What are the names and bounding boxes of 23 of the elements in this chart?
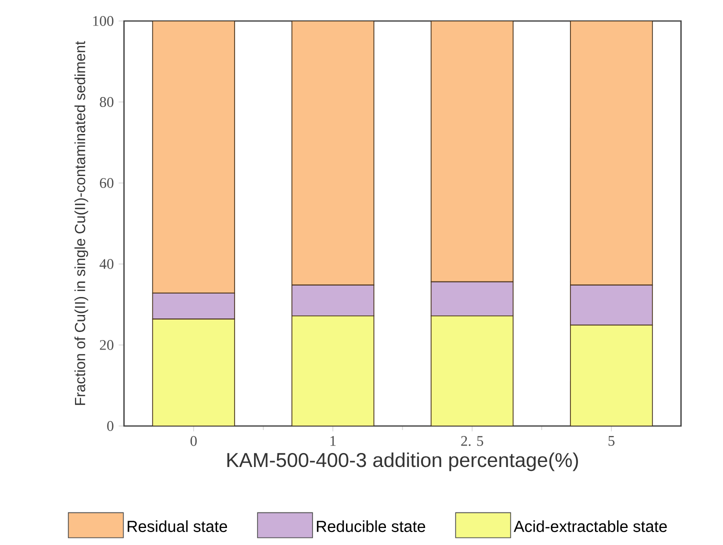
y-tick-label: 20 bbox=[100, 340, 114, 350]
bar bbox=[152, 318, 236, 426]
x-tick-label: 1 bbox=[330, 436, 336, 446]
y-axis-title: Fraction of Cu(II) in single Cu(II)-contaminated sediment bbox=[74, 41, 88, 405]
legend-label: Acid-extractable state bbox=[514, 520, 667, 532]
bar bbox=[570, 20, 653, 286]
legend-label: Reducible state bbox=[316, 520, 426, 532]
bar bbox=[291, 20, 374, 286]
bar bbox=[570, 324, 653, 426]
bar bbox=[430, 315, 514, 426]
bar bbox=[430, 20, 514, 282]
legend-label: Residual state bbox=[128, 520, 228, 532]
y-tick-label: 100 bbox=[93, 16, 114, 26]
x-axis-title: KAM-500-400-3 addition percentage(%) bbox=[227, 452, 578, 472]
y-tick-label: 0 bbox=[107, 421, 114, 431]
bar bbox=[291, 315, 374, 426]
y-tick-label: 40 bbox=[100, 259, 114, 269]
bar bbox=[152, 20, 236, 294]
x-tick-label: 5 bbox=[608, 436, 614, 446]
x-tick-label: 0 bbox=[190, 436, 197, 446]
y-tick-label: 60 bbox=[100, 178, 114, 188]
x-tick-label: 2. 5 bbox=[461, 436, 484, 446]
y-tick-label: 80 bbox=[100, 97, 114, 107]
